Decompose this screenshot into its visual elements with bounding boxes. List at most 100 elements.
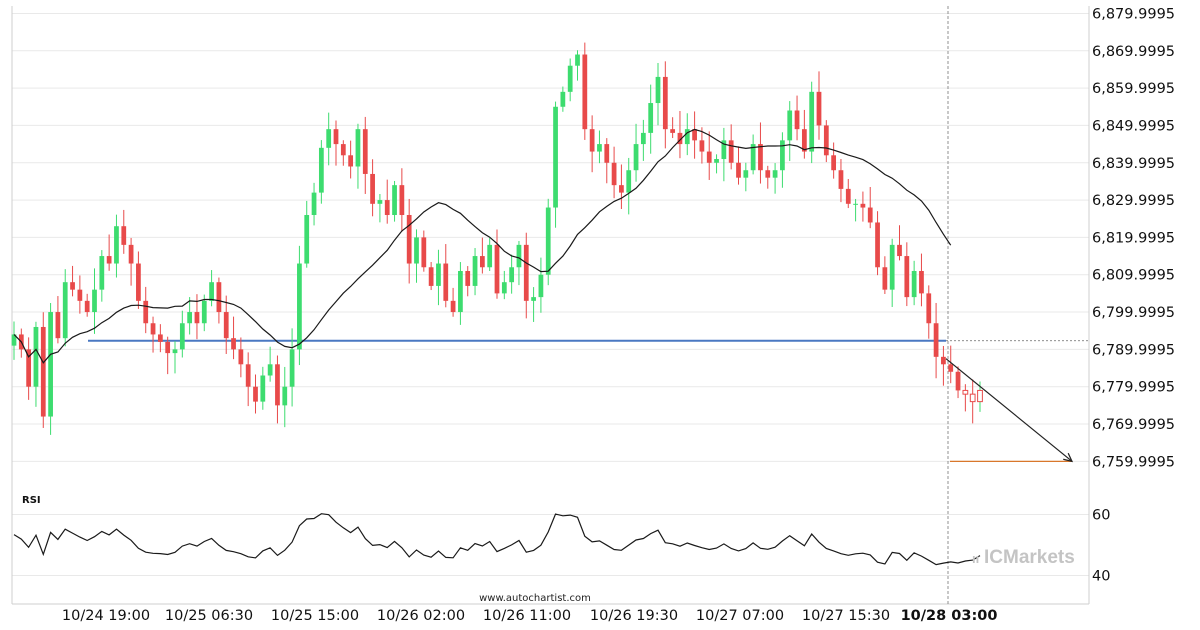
candle-body [575, 54, 580, 66]
candle-body [531, 297, 536, 301]
candle-body [553, 106, 558, 208]
candle-body [882, 267, 888, 290]
rsi-tick-label: 40 [1092, 569, 1110, 585]
candle-body [969, 393, 976, 403]
candle-body [297, 263, 302, 350]
candle-body [450, 300, 456, 313]
candle-body [662, 76, 668, 130]
candle-body [545, 207, 551, 275]
candle-body [384, 200, 390, 216]
candle-body [311, 192, 317, 216]
candle-body [714, 159, 719, 163]
candle-body [772, 170, 778, 178]
candlesticks [11, 42, 983, 435]
candle-body [472, 256, 478, 286]
candle-body [157, 334, 163, 342]
candle-body [84, 300, 90, 313]
rsi-label: RSI [22, 495, 41, 506]
candle-body [538, 274, 544, 298]
candle-body [136, 263, 141, 301]
candle-body [831, 155, 837, 171]
candle-body [816, 91, 822, 126]
candle-body [933, 323, 939, 357]
candle-body [626, 170, 632, 193]
candle-body [838, 170, 844, 189]
candle-body [150, 323, 156, 335]
candle-body [333, 129, 339, 145]
candle-body [465, 270, 471, 286]
candle-body [267, 364, 273, 376]
price-tick-label: 6,769.9995 [1092, 417, 1175, 433]
candle-body [33, 326, 39, 387]
price-tick-label: 6,819.9995 [1092, 230, 1175, 246]
price-axis: 6,879.9995 6,869.9995 6,859.9995 6,849.9995… [1092, 6, 1175, 470]
candle-body [406, 215, 412, 264]
candle-body [860, 203, 866, 208]
price-tick-label: 6,849.9995 [1092, 118, 1175, 134]
candle-body [597, 144, 602, 152]
candle-body [114, 226, 119, 264]
candle-body [736, 162, 741, 178]
brand-logo: ıı ICMarkets [972, 547, 1075, 568]
candle-body [523, 244, 529, 301]
price-tick-label: 6,779.9995 [1092, 380, 1175, 396]
candle-body [677, 132, 683, 145]
candle-body [458, 270, 463, 313]
candle-body [780, 140, 785, 171]
candle-body [919, 270, 924, 294]
candle-body [216, 282, 222, 313]
candle-body [436, 263, 441, 286]
candle-body [853, 203, 858, 205]
time-axis: 10/24 19:00 10/25 06:30 10/25 15:00 10/26 0… [62, 608, 998, 624]
candle-body [604, 144, 610, 163]
time-tick-label: 10/28 03:00 [901, 608, 998, 624]
candle-body [926, 293, 932, 324]
main-plot-area [12, 6, 1089, 604]
candle-body [721, 140, 727, 160]
candle-body [245, 364, 251, 387]
candle-body [414, 237, 419, 264]
candle-body [670, 129, 676, 133]
candle-body [304, 215, 310, 264]
candle-body [619, 185, 624, 193]
candle-body [399, 185, 405, 216]
price-tick-label: 6,869.9995 [1092, 44, 1175, 60]
time-tick-label: 10/26 02:00 [377, 608, 465, 624]
candle-body [40, 326, 46, 417]
candle-body [889, 244, 895, 290]
price-tick-label: 6,879.9995 [1092, 6, 1175, 22]
candle-body [128, 244, 134, 264]
candle-body [172, 349, 178, 354]
candle-body [253, 386, 258, 402]
candle-body [582, 54, 588, 130]
candle-body [348, 155, 354, 167]
candle-body [70, 282, 75, 290]
candle-body [765, 170, 771, 178]
candle-body [823, 125, 829, 156]
candle-body [392, 185, 397, 216]
candle-body [326, 129, 332, 148]
candle-body [794, 110, 800, 130]
candle-body [223, 312, 229, 339]
price-tick-label: 6,829.9995 [1092, 193, 1175, 209]
forecast-arrowhead [1063, 452, 1074, 463]
time-tick-label: 10/26 11:00 [483, 608, 571, 624]
candle-body [370, 173, 375, 204]
candle-body [121, 226, 127, 245]
candle-body [479, 256, 485, 268]
candle-body [977, 389, 983, 403]
candle-body [640, 132, 646, 145]
candle-body [955, 371, 961, 391]
candle-body [77, 289, 83, 301]
candle-body [845, 188, 851, 204]
price-tick-label: 6,799.9995 [1092, 305, 1175, 321]
candle-body [699, 140, 705, 152]
forecast-arrow [945, 358, 1073, 462]
candle-body [26, 349, 32, 387]
candle-body [706, 151, 712, 163]
candle-body [787, 110, 793, 141]
candle-body [655, 76, 661, 104]
candle-body [99, 256, 105, 290]
candle-body [194, 312, 200, 324]
candle-body [494, 244, 500, 294]
